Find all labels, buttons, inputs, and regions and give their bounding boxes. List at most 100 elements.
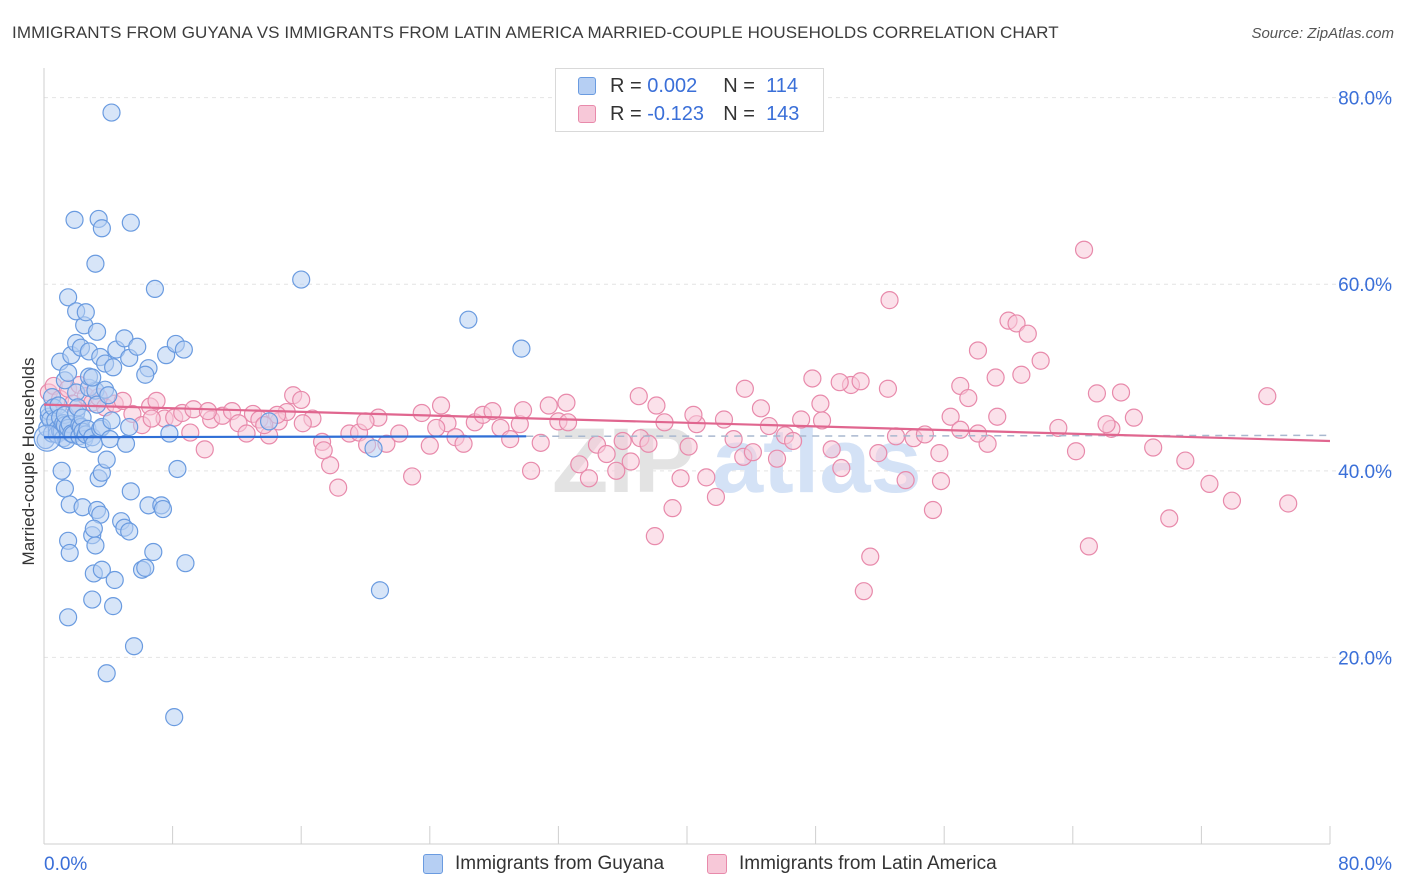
point-latin-america (1074, 240, 1094, 259)
point-latin-america (454, 434, 473, 453)
point-guyana (97, 664, 116, 683)
point-latin-america (854, 582, 873, 601)
point-latin-america (1087, 384, 1107, 403)
point-guyana (512, 339, 531, 358)
axis-labels: 20.0% 40.0% 60.0% 80.0% 0.0% 80.0% Married-cou… (19, 89, 1392, 875)
source-label: Source: ZipAtlas.com (1251, 25, 1394, 42)
legend-r-value-guyana: 0.002 (647, 74, 698, 97)
legend-n-value-guyana: 114 (766, 74, 798, 97)
point-latin-america (1200, 474, 1219, 493)
point-guyana (160, 424, 179, 443)
point-guyana (99, 386, 118, 405)
point-latin-america (684, 405, 703, 424)
point-latin-america (607, 461, 626, 480)
point-guyana (176, 554, 195, 573)
y-tick-label: 40.0% (1338, 462, 1392, 483)
point-latin-america (931, 471, 951, 491)
point-latin-america (1111, 383, 1131, 402)
point-guyana (364, 439, 383, 458)
stats-legend: R = 0.002 N = 114 R = -0.123 N = 143 (555, 68, 824, 132)
series-guyana-points (33, 103, 531, 727)
point-latin-america (869, 444, 888, 463)
point-latin-america (1144, 438, 1163, 457)
point-latin-america (621, 452, 640, 471)
point-guyana (87, 322, 107, 341)
point-guyana (121, 213, 140, 232)
point-latin-america (880, 291, 899, 310)
legend-swatch-guyana (578, 77, 596, 95)
point-guyana (105, 570, 124, 590)
point-guyana (102, 103, 121, 122)
point-latin-america (1258, 387, 1277, 406)
point-latin-america (1079, 537, 1098, 556)
bottom-legend-swatch-guyana (423, 854, 443, 874)
point-guyana (55, 479, 74, 498)
point-guyana (104, 597, 123, 616)
point-latin-america (930, 444, 949, 463)
point-guyana (128, 337, 147, 356)
point-latin-america (923, 500, 943, 520)
point-latin-america (988, 407, 1007, 426)
point-latin-america (811, 394, 830, 413)
point-latin-america (403, 467, 422, 486)
point-latin-america (531, 433, 550, 452)
y-tick-label: 60.0% (1338, 275, 1392, 296)
series-latin-america-points (39, 240, 1298, 601)
point-latin-america (968, 341, 988, 360)
legend-row-latin-america: R = -0.123 N = 143 (578, 101, 799, 127)
point-latin-america (803, 369, 822, 388)
legend-row-guyana: R = 0.002 N = 114 (578, 73, 798, 99)
point-latin-america (513, 401, 533, 420)
point-guyana (97, 450, 116, 469)
point-latin-america (195, 440, 214, 459)
point-guyana (120, 522, 139, 541)
point-latin-america (293, 414, 312, 433)
point-latin-america (427, 418, 446, 438)
point-guyana (292, 270, 311, 289)
point-guyana (76, 303, 95, 322)
point-guyana (459, 310, 478, 329)
point-latin-america (679, 437, 698, 456)
x-tick-label-max: 80.0% (1338, 854, 1392, 875)
point-latin-america (431, 396, 451, 415)
point-latin-america (597, 444, 616, 464)
point-guyana (136, 558, 155, 577)
point-latin-america (861, 547, 880, 566)
point-guyana (84, 519, 103, 538)
point-latin-america (767, 449, 787, 468)
point-latin-america (1012, 365, 1031, 384)
point-guyana (370, 581, 390, 600)
point-latin-america (147, 391, 166, 410)
point-latin-america (613, 431, 632, 451)
point-guyana (104, 358, 123, 377)
point-guyana (52, 461, 71, 480)
point-guyana (102, 411, 121, 430)
point-latin-america (830, 373, 849, 392)
point-guyana (124, 637, 144, 656)
point-latin-america (237, 424, 256, 443)
point-guyana (174, 340, 193, 359)
point-guyana (83, 368, 102, 387)
trend-latin-america (43, 403, 1331, 443)
point-latin-america (570, 455, 589, 474)
y-tick-label: 80.0% (1338, 89, 1392, 110)
point-guyana (144, 542, 163, 562)
point-latin-america (1066, 442, 1086, 461)
legend-swatch-latin-america (578, 105, 596, 123)
bottom-legend-swatch-latin-america (707, 854, 727, 874)
point-latin-america (557, 393, 576, 412)
point-latin-america (329, 478, 348, 497)
point-latin-america (968, 424, 988, 443)
point-latin-america (743, 443, 763, 462)
point-latin-america (639, 434, 658, 453)
point-latin-america (832, 458, 851, 478)
point-latin-america (647, 396, 666, 415)
chart-title: IMMIGRANTS FROM GUYANA VS IMMIGRANTS FRO… (12, 23, 1059, 42)
point-guyana (145, 279, 165, 299)
point-guyana (86, 254, 105, 273)
point-latin-america (1279, 494, 1298, 513)
point-guyana (59, 608, 78, 627)
point-guyana (83, 590, 102, 609)
legend-n-value-latin-america: 143 (766, 102, 800, 125)
